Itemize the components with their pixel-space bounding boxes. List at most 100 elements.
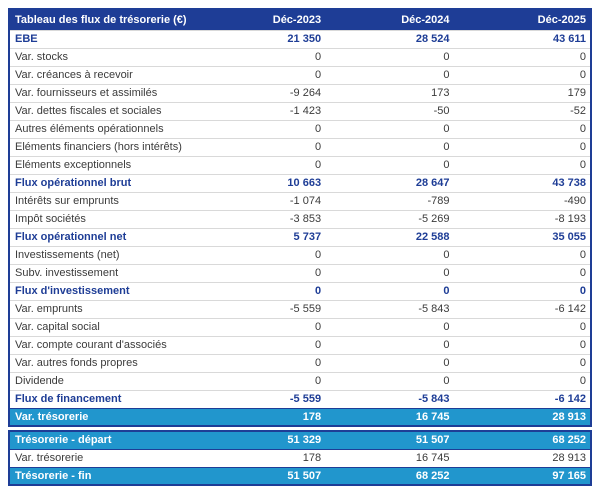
value-cell: 0 <box>453 245 591 264</box>
value-cell: 0 <box>325 47 454 66</box>
value-cell: 16 745 <box>325 407 454 426</box>
table-row: Trésorerie - fin 51 507 68 252 97 165 <box>9 466 591 485</box>
column-header-dec-2025: Déc-2025 <box>453 9 591 30</box>
value-cell: 0 <box>453 155 591 174</box>
value-cell: 0 <box>325 137 454 156</box>
value-cell: 51 507 <box>325 431 454 449</box>
table-row: Flux de financement -5 559 -5 843 -6 142 <box>9 389 591 408</box>
table-row: Var. créances à recevoir 0 0 0 <box>9 65 591 84</box>
table-row: Var. emprunts -5 559 -5 843 -6 142 <box>9 299 591 318</box>
value-cell: -1 074 <box>196 191 326 210</box>
value-cell: 0 <box>325 371 454 390</box>
table-row: Flux opérationnel net 5 737 22 588 35 055 <box>9 227 591 246</box>
table-row: Investissements (net) 0 0 0 <box>9 245 591 264</box>
value-cell: -3 853 <box>196 209 326 228</box>
value-cell: 0 <box>196 335 326 354</box>
row-label: Var. stocks <box>9 47 197 66</box>
value-cell: -52 <box>453 101 591 120</box>
column-header-dec-2024: Déc-2024 <box>325 9 454 30</box>
value-cell: 0 <box>196 317 326 336</box>
value-cell: 178 <box>196 407 326 426</box>
row-label: Var. compte courant d'associés <box>9 335 197 354</box>
value-cell: 28 913 <box>453 448 591 467</box>
table-row: Eléments exceptionnels 0 0 0 <box>9 155 591 174</box>
table-row: Var. stocks 0 0 0 <box>9 47 591 66</box>
value-cell: 178 <box>196 448 326 467</box>
cashflow-table-main: Tableau des flux de trésorerie (€) Déc-2… <box>8 8 592 427</box>
row-label: Investissements (net) <box>9 245 197 264</box>
value-cell: 0 <box>325 119 454 138</box>
cashflow-table-treasury: Trésorerie - départ 51 329 51 507 68 252 Var… <box>8 430 592 486</box>
value-cell: 0 <box>325 65 454 84</box>
value-cell: -789 <box>325 191 454 210</box>
row-label: Eléments financiers (hors intérêts) <box>9 137 197 156</box>
table-row: Flux d'investissement 0 0 0 <box>9 281 591 300</box>
value-cell: -6 142 <box>453 389 591 408</box>
value-cell: 0 <box>453 281 591 300</box>
row-label: Eléments exceptionnels <box>9 155 197 174</box>
value-cell: -490 <box>453 191 591 210</box>
value-cell: 0 <box>453 137 591 156</box>
row-label: Flux opérationnel net <box>9 227 197 246</box>
value-cell: -5 559 <box>196 299 326 318</box>
value-cell: 0 <box>325 281 454 300</box>
table-row: Dividende 0 0 0 <box>9 371 591 390</box>
table-header-row: Tableau des flux de trésorerie (€) Déc-2… <box>9 9 591 30</box>
value-cell: 35 055 <box>453 227 591 246</box>
table-row: Var. trésorerie 178 16 745 28 913 <box>9 448 591 467</box>
row-label: Trésorerie - fin <box>9 466 197 485</box>
table-row: Trésorerie - départ 51 329 51 507 68 252 <box>9 431 591 449</box>
value-cell: 51 329 <box>196 431 326 449</box>
value-cell: 0 <box>453 47 591 66</box>
value-cell: 97 165 <box>453 466 591 485</box>
value-cell: 22 588 <box>325 227 454 246</box>
value-cell: 0 <box>196 119 326 138</box>
value-cell: 68 252 <box>453 431 591 449</box>
value-cell: 0 <box>325 317 454 336</box>
row-label: Var. capital social <box>9 317 197 336</box>
row-label: Var. fournisseurs et assimilés <box>9 83 197 102</box>
value-cell: 68 252 <box>325 466 454 485</box>
value-cell: 0 <box>325 245 454 264</box>
value-cell: 28 647 <box>325 173 454 192</box>
row-label: Impôt sociétés <box>9 209 197 228</box>
value-cell: 0 <box>453 263 591 282</box>
value-cell: 179 <box>453 83 591 102</box>
value-cell: 0 <box>453 65 591 84</box>
table-row: Var. trésorerie 178 16 745 28 913 <box>9 407 591 426</box>
value-cell: 0 <box>196 353 326 372</box>
row-label: Flux de financement <box>9 389 197 408</box>
table-title: Tableau des flux de trésorerie (€) <box>9 9 197 30</box>
table-row: Var. fournisseurs et assimilés -9 264 173 1… <box>9 83 591 102</box>
row-label: Autres éléments opérationnels <box>9 119 197 138</box>
value-cell: 0 <box>453 335 591 354</box>
value-cell: 28 524 <box>325 29 454 48</box>
value-cell: 0 <box>325 155 454 174</box>
value-cell: 0 <box>325 335 454 354</box>
value-cell: 0 <box>196 47 326 66</box>
table-row: Var. dettes fiscales et sociales -1 423 -5… <box>9 101 591 120</box>
value-cell: -8 193 <box>453 209 591 228</box>
row-label: Var. dettes fiscales et sociales <box>9 101 197 120</box>
value-cell: 0 <box>196 371 326 390</box>
value-cell: 0 <box>196 281 326 300</box>
row-label: Var. créances à recevoir <box>9 65 197 84</box>
value-cell: -9 264 <box>196 83 326 102</box>
value-cell: -5 559 <box>196 389 326 408</box>
value-cell: -5 843 <box>325 299 454 318</box>
table-row: Var. compte courant d'associés 0 0 0 <box>9 335 591 354</box>
value-cell: 0 <box>325 263 454 282</box>
value-cell: 51 507 <box>196 466 326 485</box>
value-cell: 0 <box>453 353 591 372</box>
table-row: Var. capital social 0 0 0 <box>9 317 591 336</box>
value-cell: 28 913 <box>453 407 591 426</box>
table-row: Subv. investissement 0 0 0 <box>9 263 591 282</box>
table-row: Eléments financiers (hors intérêts) 0 0 0 <box>9 137 591 156</box>
value-cell: 0 <box>453 119 591 138</box>
value-cell: 43 738 <box>453 173 591 192</box>
value-cell: -6 142 <box>453 299 591 318</box>
value-cell: 0 <box>196 155 326 174</box>
table-row: Impôt sociétés -3 853 -5 269 -8 193 <box>9 209 591 228</box>
table-row: Var. autres fonds propres 0 0 0 <box>9 353 591 372</box>
row-label: Flux opérationnel brut <box>9 173 197 192</box>
